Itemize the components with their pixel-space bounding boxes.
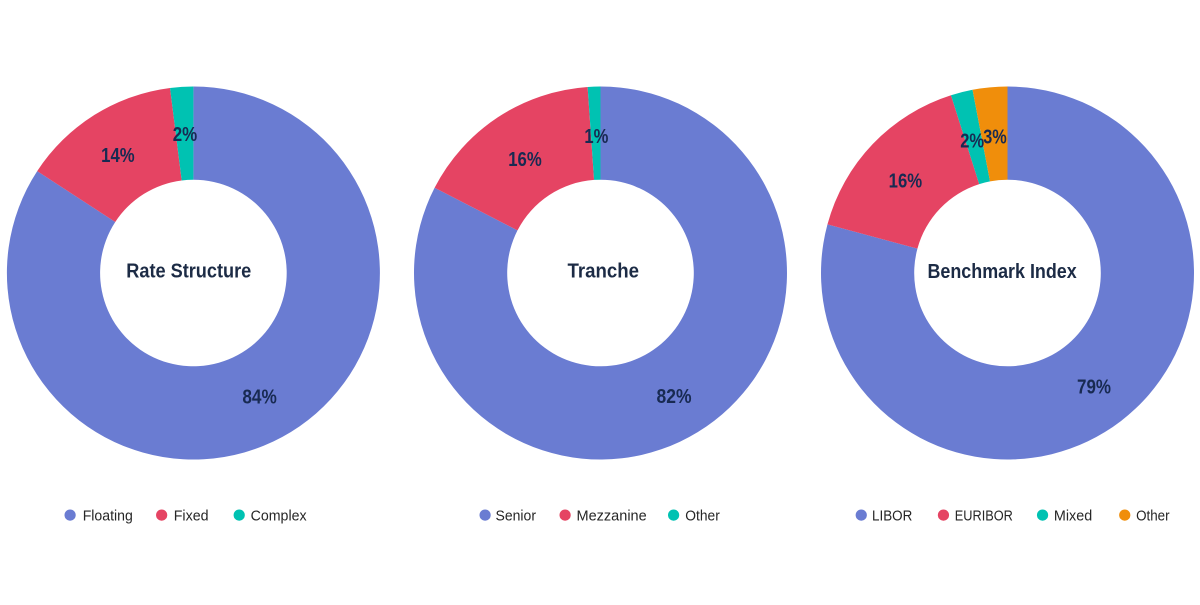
svg-text:Floating: Floating xyxy=(83,508,133,525)
svg-text:14%: 14% xyxy=(101,145,135,167)
svg-text:LIBOR: LIBOR xyxy=(872,508,912,525)
svg-text:Rate Structure: Rate Structure xyxy=(126,261,251,283)
svg-text:Mixed: Mixed xyxy=(1054,508,1092,525)
svg-text:16%: 16% xyxy=(889,170,923,192)
svg-text:1%: 1% xyxy=(584,126,608,148)
svg-text:Other: Other xyxy=(685,508,720,525)
svg-text:Fixed: Fixed xyxy=(174,508,209,525)
svg-text:84%: 84% xyxy=(242,386,277,408)
svg-text:3%: 3% xyxy=(983,126,1007,148)
svg-text:2%: 2% xyxy=(173,124,198,146)
svg-text:16%: 16% xyxy=(508,149,542,171)
svg-text:82%: 82% xyxy=(657,386,692,408)
svg-text:Tranche: Tranche xyxy=(568,261,640,283)
svg-text:Benchmark Index: Benchmark Index xyxy=(928,261,1077,283)
svg-text:Senior: Senior xyxy=(496,508,537,525)
svg-text:Mezzanine: Mezzanine xyxy=(577,508,647,525)
svg-text:EURIBOR: EURIBOR xyxy=(955,508,1013,525)
svg-text:79%: 79% xyxy=(1077,376,1111,398)
svg-text:2%: 2% xyxy=(960,131,984,153)
svg-text:Complex: Complex xyxy=(251,508,307,525)
svg-text:Other: Other xyxy=(1136,508,1170,525)
